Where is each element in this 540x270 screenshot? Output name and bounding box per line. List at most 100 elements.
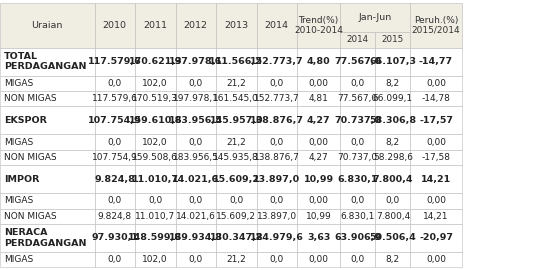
Text: 0,0: 0,0 (269, 138, 284, 147)
Text: 102,0: 102,0 (143, 255, 168, 264)
Bar (216, 134, 256, 150)
Text: 152.773,7: 152.773,7 (250, 57, 303, 66)
Text: 66.107,3: 66.107,3 (369, 57, 416, 66)
Bar (256, 3, 297, 48)
Bar (375, 165, 410, 193)
Text: 2011: 2011 (143, 21, 167, 30)
Bar (410, 165, 462, 193)
Text: 117.579,6: 117.579,6 (88, 57, 141, 66)
Text: MIGAS: MIGAS (4, 79, 33, 88)
Text: 0,0: 0,0 (148, 196, 163, 205)
Bar (176, 224, 216, 252)
Bar (216, 224, 256, 252)
Bar (375, 91, 410, 106)
Bar (256, 91, 297, 106)
Bar (0, 150, 94, 165)
Text: NON MIGAS: NON MIGAS (4, 94, 57, 103)
Bar (135, 3, 176, 48)
Text: 148.599,8: 148.599,8 (129, 234, 183, 242)
Text: 0,00: 0,00 (426, 138, 446, 147)
Bar (410, 134, 462, 150)
Bar (297, 224, 340, 252)
Bar (256, 252, 297, 267)
Bar (297, 48, 340, 76)
Bar (297, 208, 340, 224)
Text: 8,2: 8,2 (386, 79, 400, 88)
Text: 7.800,4: 7.800,4 (373, 175, 413, 184)
Bar (135, 193, 176, 208)
Text: 21,2: 21,2 (226, 138, 246, 147)
Text: 197.978,1: 197.978,1 (168, 57, 223, 66)
Text: 21,2: 21,2 (226, 255, 246, 264)
Bar (94, 208, 135, 224)
Bar (340, 134, 375, 150)
Text: 145.957,0: 145.957,0 (210, 116, 263, 125)
Text: 15.609,2: 15.609,2 (216, 212, 256, 221)
Text: 0,0: 0,0 (107, 138, 122, 147)
Text: MIGAS: MIGAS (4, 196, 33, 205)
Bar (256, 193, 297, 208)
Bar (410, 208, 462, 224)
Text: -17,58: -17,58 (422, 153, 450, 162)
Text: 169.934,8: 169.934,8 (169, 234, 222, 242)
Bar (94, 48, 135, 76)
Bar (0, 91, 94, 106)
Bar (410, 91, 462, 106)
Text: 161.566,2: 161.566,2 (210, 57, 263, 66)
Bar (176, 91, 216, 106)
Text: Uraian: Uraian (31, 21, 63, 30)
Text: 124.979,6: 124.979,6 (250, 234, 303, 242)
Text: 15.609,2: 15.609,2 (213, 175, 260, 184)
Bar (340, 91, 375, 106)
Bar (256, 224, 297, 252)
Bar (375, 193, 410, 208)
Text: Peruh.(%)
2015/2014: Peruh.(%) 2015/2014 (411, 15, 461, 35)
Bar (0, 48, 94, 76)
Bar (0, 106, 94, 134)
Text: 58.298,6: 58.298,6 (373, 153, 413, 162)
Text: 77.567,0: 77.567,0 (338, 94, 378, 103)
Bar (94, 76, 135, 91)
Bar (256, 134, 297, 150)
Bar (176, 134, 216, 150)
Text: MIGAS: MIGAS (4, 138, 33, 147)
Text: 130.347,8: 130.347,8 (210, 234, 263, 242)
Text: 0,0: 0,0 (269, 79, 284, 88)
Bar (216, 3, 256, 48)
Text: 8,2: 8,2 (386, 255, 400, 264)
Text: 159.610,6: 159.610,6 (129, 116, 182, 125)
Bar (297, 134, 340, 150)
Text: 10,99: 10,99 (303, 175, 334, 184)
Bar (410, 3, 462, 48)
Text: 66.099,1: 66.099,1 (373, 94, 413, 103)
Text: 2013: 2013 (224, 21, 248, 30)
Text: 145.935,8: 145.935,8 (213, 153, 259, 162)
Bar (297, 76, 340, 91)
Bar (340, 208, 375, 224)
Text: 14,21: 14,21 (423, 212, 449, 221)
Text: 0,00: 0,00 (308, 79, 329, 88)
Bar (297, 106, 340, 134)
Text: 58.306,8: 58.306,8 (369, 116, 416, 125)
Bar (410, 193, 462, 208)
Bar (176, 252, 216, 267)
Bar (340, 76, 375, 91)
Text: 152.773,7: 152.773,7 (254, 94, 300, 103)
Bar (0, 193, 94, 208)
Text: 10,99: 10,99 (306, 212, 332, 221)
Text: 2014: 2014 (347, 35, 369, 44)
Bar (256, 48, 297, 76)
Bar (0, 224, 94, 252)
Text: 8,2: 8,2 (386, 138, 400, 147)
Bar (176, 48, 216, 76)
Bar (340, 165, 375, 193)
Text: 161.545,0: 161.545,0 (213, 94, 259, 103)
Text: 183.956,5: 183.956,5 (173, 153, 219, 162)
Text: 0,0: 0,0 (350, 79, 365, 88)
Bar (135, 150, 176, 165)
Text: 14.021,6: 14.021,6 (172, 175, 219, 184)
Text: 70.737,0: 70.737,0 (338, 153, 378, 162)
Text: 4,80: 4,80 (307, 57, 330, 66)
Text: 4,27: 4,27 (307, 116, 330, 125)
Bar (135, 224, 176, 252)
